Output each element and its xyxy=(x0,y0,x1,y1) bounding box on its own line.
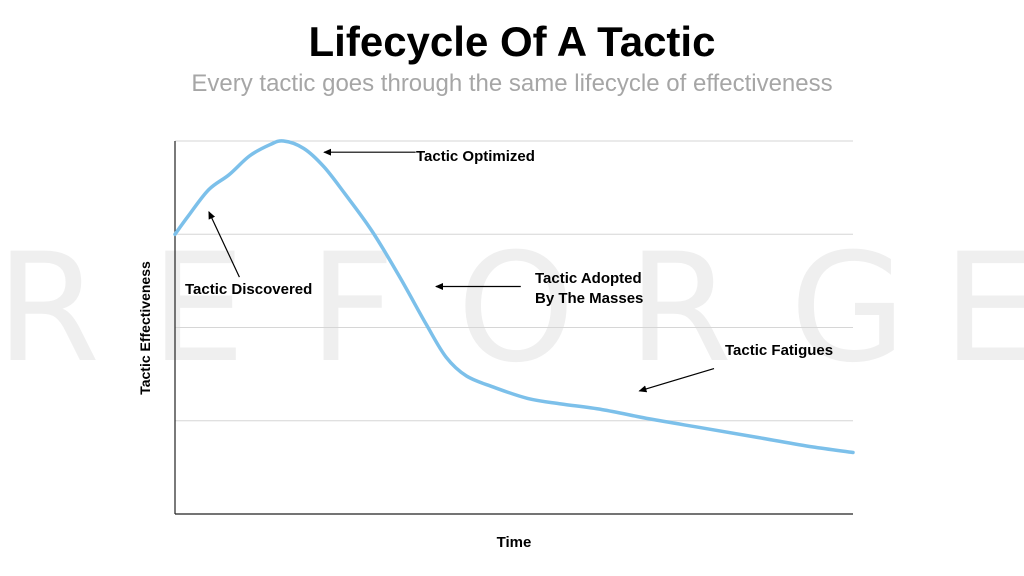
annotation-tactic-fatigues: Tactic Fatigues xyxy=(725,342,833,359)
annotation-tactic-optimized: Tactic Optimized xyxy=(416,148,535,165)
watermark-letter: O xyxy=(457,222,575,372)
y-axis-label: Tactic Effectiveness xyxy=(137,261,153,395)
x-axis-label: Time xyxy=(497,534,532,551)
effectiveness-curve xyxy=(173,139,855,455)
annotation-tactic-discovered: Tactic Discovered xyxy=(185,281,312,298)
watermark-letter: E xyxy=(151,222,246,372)
page-title: Lifecycle Of A Tactic xyxy=(308,18,716,65)
annotation-arrow xyxy=(638,367,715,393)
annotation-tactic-adopted: By The Masses xyxy=(535,290,643,307)
watermark-letter: R xyxy=(628,222,732,372)
page-subtitle: Every tactic goes through the same lifec… xyxy=(191,70,833,97)
watermark-letter: G xyxy=(790,222,906,372)
watermark-letter: E xyxy=(943,222,1024,372)
annotation-tactic-adopted: Tactic Adopted xyxy=(535,270,642,287)
annotation-arrow xyxy=(208,210,240,278)
watermark-letter: R xyxy=(0,222,100,372)
